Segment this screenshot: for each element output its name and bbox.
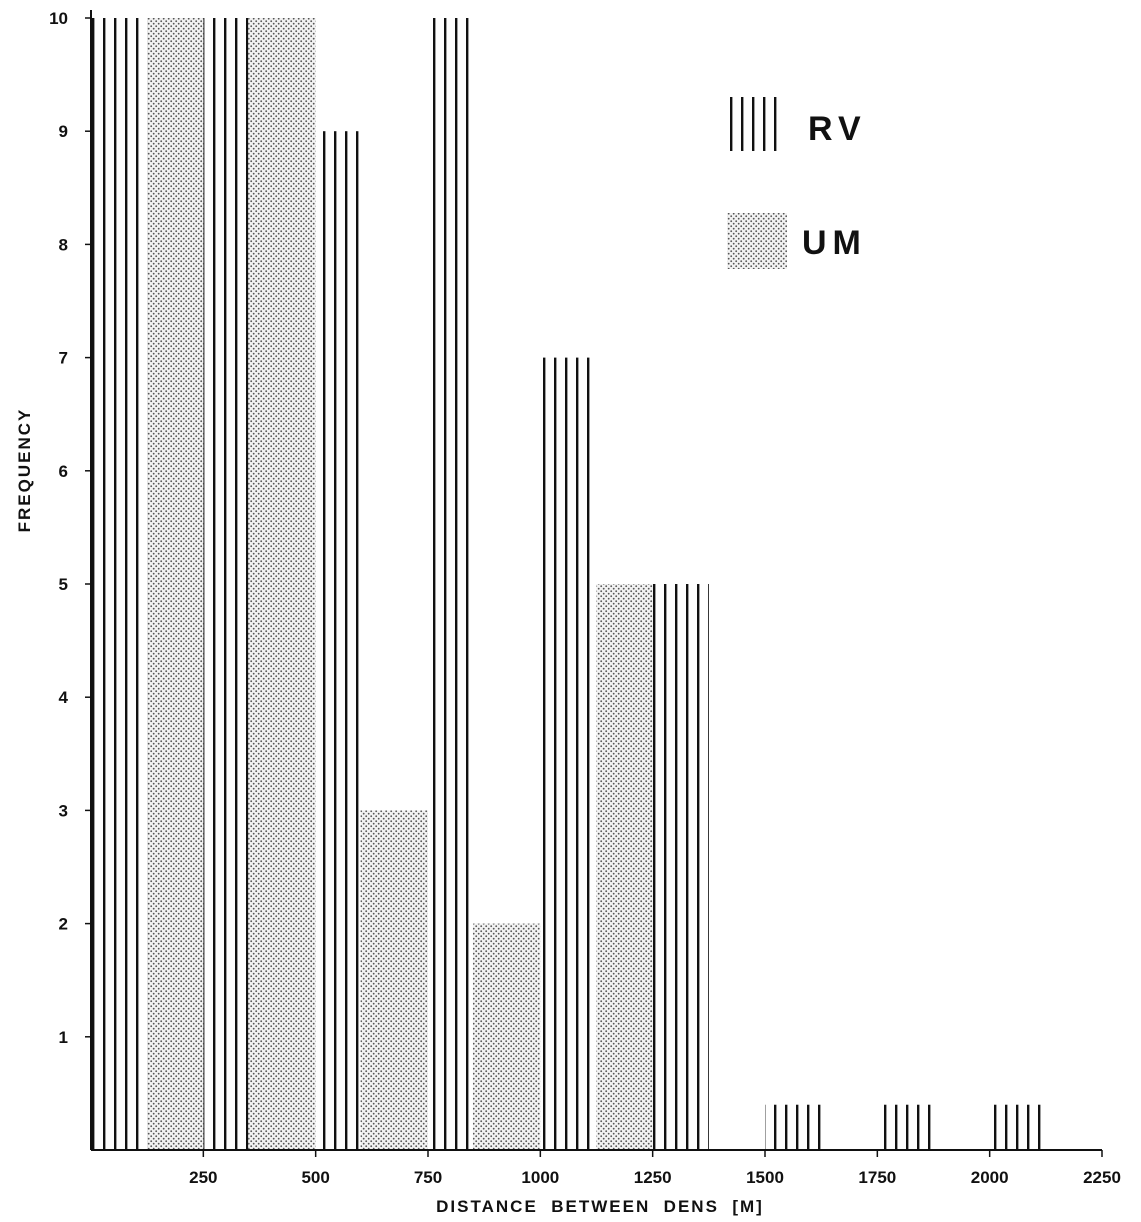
bar-rv-8 [989,1104,1046,1150]
y-tick-label-0: 1 [59,1028,68,1047]
x-tick-label-3: 1000 [521,1168,559,1187]
bar-rv-7 [877,1104,934,1150]
x-tick-label-1: 500 [301,1168,329,1187]
bar-rv-3 [428,18,473,1150]
bar-rv-5 [652,584,709,1150]
bar-rv-0 [91,18,148,1150]
x-tick-label-6: 1750 [858,1168,896,1187]
legend-swatch-um [727,213,787,269]
x-tick-label-5: 1500 [746,1168,784,1187]
bar-um-3 [472,923,541,1150]
bar-rv-4 [540,357,597,1151]
legend-label-rv: RV [808,110,867,148]
bar-rv-1 [203,18,249,1150]
y-tick-label-8: 9 [59,122,68,141]
legend-swatch-rv [727,97,785,151]
y-tick-label-7: 8 [59,235,68,254]
x-tick-label-2: 750 [414,1168,442,1187]
y-tick-label-9: 10 [49,9,68,28]
bar-um-4 [596,584,653,1150]
legend: RV UM [727,97,867,269]
x-tick-label-7: 2000 [971,1168,1009,1187]
x-tick-label-0: 250 [189,1168,217,1187]
y-tick-label-5: 6 [59,462,68,481]
y-tick-label-1: 2 [59,915,68,934]
legend-label-um: UM [802,224,867,262]
bar-um-1 [248,18,316,1150]
y-tick-label-4: 5 [59,575,68,594]
y-tick-label-3: 4 [59,688,69,707]
y-tick-label-2: 3 [59,801,68,820]
x-axis-title: DISTANCE BETWEEN DENS [M] [436,1197,764,1216]
y-axis-title: FREQUENCY [15,408,34,533]
x-tick-label-4: 1250 [634,1168,672,1187]
bar-rv-2 [315,131,361,1150]
bar-um-0 [147,18,204,1150]
bar-um-2 [360,810,428,1150]
y-tick-label-6: 7 [59,349,68,368]
bar-rv-6 [765,1104,822,1150]
x-tick-label-8: 2250 [1083,1168,1121,1187]
